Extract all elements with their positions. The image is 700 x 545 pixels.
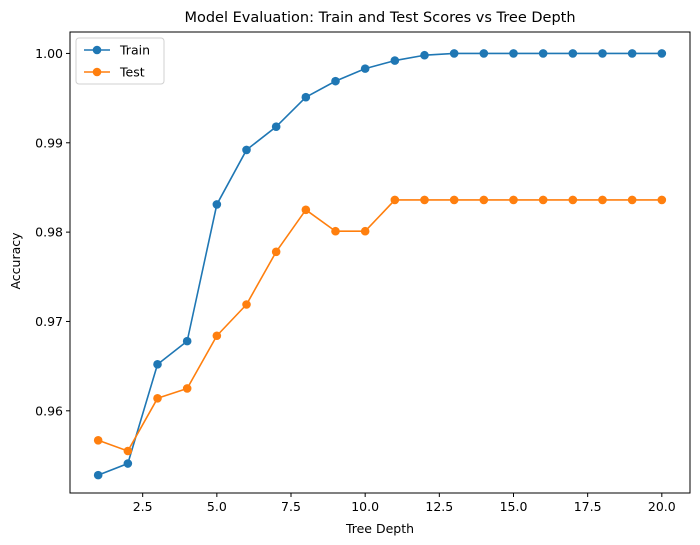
data-point-train <box>627 49 637 58</box>
x-tick-label: 12.5 <box>425 499 453 514</box>
legend-marker-train <box>92 45 102 55</box>
data-point-train <box>212 200 222 209</box>
data-point-train <box>657 49 667 58</box>
data-point-test <box>479 195 489 205</box>
data-point-test <box>390 195 400 205</box>
data-point-train <box>390 56 400 65</box>
data-point-train <box>331 76 340 86</box>
legend: Train Test <box>75 37 165 85</box>
data-point-test <box>93 435 103 445</box>
data-point-test <box>627 195 637 205</box>
y-axis: 0.96 0.97 0.98 0.99 1.00 <box>35 46 70 418</box>
data-point-test <box>153 393 162 403</box>
x-tick-label: 2.5 <box>133 499 153 514</box>
x-tick-label: 5.0 <box>207 499 227 514</box>
series-test <box>93 195 667 456</box>
y-tick-label: 0.99 <box>35 135 63 150</box>
data-point-test <box>301 205 311 215</box>
data-point-train <box>182 336 192 346</box>
legend-label-test: Test <box>119 65 145 80</box>
chart-title: Model Evaluation: Train and Test Scores … <box>184 10 575 26</box>
x-tick-label: 7.5 <box>281 499 301 514</box>
data-point-train <box>509 49 518 58</box>
y-tick-label: 0.96 <box>35 403 63 418</box>
data-point-test <box>360 226 370 236</box>
data-point-train <box>153 360 162 369</box>
series-train <box>93 49 667 480</box>
data-point-test <box>538 195 548 205</box>
data-point-test <box>242 300 251 309</box>
y-axis-label: Accuracy <box>8 232 23 290</box>
data-point-test <box>420 195 429 205</box>
plot-frame <box>69 31 691 494</box>
x-tick-label: 10.0 <box>351 499 379 514</box>
y-tick-label: 0.97 <box>35 314 63 329</box>
data-point-test <box>509 195 518 205</box>
data-point-test <box>182 384 192 393</box>
data-point-train <box>420 50 429 60</box>
y-tick-label: 0.98 <box>35 225 63 240</box>
series-line-train <box>97 52 662 476</box>
x-tick-label: 15.0 <box>500 499 528 514</box>
y-tick-label: 1.00 <box>35 46 63 61</box>
plot-area <box>69 31 691 494</box>
data-point-test <box>598 195 607 205</box>
data-point-train <box>93 470 103 480</box>
data-point-train <box>242 145 251 155</box>
data-point-test <box>657 195 667 205</box>
x-axis: 2.5 5.0 7.5 10.0 12.5 15.0 17.5 20.0 <box>133 493 676 514</box>
data-point-test <box>449 195 459 205</box>
data-point-train <box>360 64 370 73</box>
data-point-train <box>123 459 133 468</box>
data-point-test <box>331 226 340 236</box>
data-point-test <box>123 446 133 456</box>
legend-label-train: Train <box>119 43 150 58</box>
data-point-train <box>538 49 548 58</box>
data-point-train <box>568 49 578 58</box>
data-point-train <box>271 122 281 132</box>
data-point-test <box>212 331 222 341</box>
data-point-test <box>568 195 578 205</box>
data-point-train <box>479 49 489 58</box>
data-point-train <box>598 49 607 58</box>
x-tick-label: 17.5 <box>574 499 602 514</box>
data-point-test <box>271 247 281 257</box>
series-line-test <box>97 199 662 452</box>
data-point-train <box>449 49 459 58</box>
x-axis-label: Tree Depth <box>345 521 414 536</box>
x-tick-label: 20.0 <box>648 499 676 514</box>
series-layer <box>93 49 667 480</box>
legend-marker-test <box>92 67 102 77</box>
data-point-train <box>301 92 311 102</box>
